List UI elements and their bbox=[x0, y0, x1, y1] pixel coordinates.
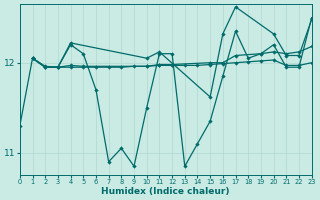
X-axis label: Humidex (Indice chaleur): Humidex (Indice chaleur) bbox=[101, 187, 230, 196]
